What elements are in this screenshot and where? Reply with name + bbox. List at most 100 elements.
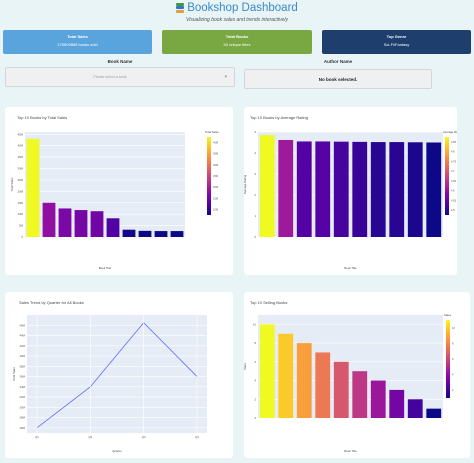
kpi-label: Total Sales	[67, 34, 88, 39]
kpi-value: Sci-Fi/Fantasy	[383, 42, 410, 47]
y-tick-label: 2	[254, 193, 256, 197]
colorbar	[446, 320, 450, 398]
page-title: Bookshop Dashboard	[187, 1, 298, 14]
colorbar-tick-label: 10	[452, 326, 455, 330]
y-axis-label: Average Rating	[244, 174, 247, 194]
y-tick-label: 40M	[20, 354, 26, 358]
y-axis-label: Sales	[244, 362, 247, 370]
bar	[352, 371, 368, 418]
chart-title: Top 10 Books by Total Sales	[17, 115, 67, 120]
bar	[333, 361, 349, 418]
bar	[58, 208, 72, 237]
colorbar-tick-label: 15M	[213, 196, 218, 200]
y-tick-label: 4	[254, 379, 256, 383]
colorbar-tick-label: 4.85	[451, 140, 457, 144]
y-tick-label: 44M	[20, 334, 26, 338]
kpi-value: 170509865 books sold	[57, 42, 98, 47]
bar	[259, 135, 275, 237]
y-tick-label: 10	[253, 322, 257, 326]
chart-card-sales-trend: Sales Trend by Quarter for All Books 26M 2…	[5, 292, 233, 458]
bar	[296, 343, 312, 418]
colorbar-tick-label: 4.75	[451, 159, 457, 163]
x-axis-label: Book Title	[344, 266, 357, 270]
y-tick-label: 8	[254, 341, 256, 345]
y-axis-label: Total Sales	[12, 367, 16, 381]
bar	[106, 218, 120, 237]
y-tick-label: 30M	[20, 405, 26, 409]
y-tick-label: 46M	[20, 323, 26, 327]
colorbar-tick-label: 4.8	[451, 150, 455, 154]
colorbar-tick-label: 40M	[213, 141, 218, 145]
x-tick-label: Q2	[88, 435, 92, 439]
plot-area	[27, 315, 207, 433]
y-tick-label: 0	[254, 235, 256, 239]
chart-card-top-selling: Top 10 Selling Books 0 2 4 6 8 10 Sales Book Tit…	[244, 292, 470, 458]
colorbar-tick-label: 25M	[213, 174, 218, 178]
colorbar-tick-label: 4.55	[451, 198, 457, 202]
author-display: No book selected.	[244, 69, 432, 89]
bar	[42, 202, 56, 237]
y-tick-label: 26M	[20, 426, 26, 430]
bar	[278, 139, 294, 237]
colorbar-tick-label: 4.5	[451, 208, 455, 212]
y-tick-label: 5	[254, 130, 256, 134]
colorbar	[207, 137, 211, 215]
y-tick-label: 35M	[18, 155, 24, 159]
colorbar-tick-label: 2	[452, 388, 454, 392]
chart-title: Top 10 Selling Books	[250, 300, 287, 305]
y-tick-label: 34M	[20, 385, 26, 389]
y-tick-label: 4	[254, 151, 256, 155]
colorbar-tick-label: 20M	[213, 185, 218, 189]
kpi-top-genre: Top Genre Sci-Fi/Fantasy	[322, 30, 471, 54]
bar	[122, 229, 136, 237]
bar	[74, 210, 88, 237]
y-tick-label: 45M	[18, 132, 24, 136]
y-tick-label: 15M	[18, 201, 24, 205]
book-select-placeholder: Please select a book	[93, 75, 127, 79]
colorbar-tick-label: 6	[452, 357, 454, 361]
book-select-dropdown[interactable]: Please select a book ▾	[5, 67, 235, 87]
bar	[370, 380, 386, 418]
colorbar-tick-label: 4.65	[451, 179, 457, 183]
kpi-label: Top Genre	[386, 34, 407, 39]
x-tick-label: Q4	[195, 435, 199, 439]
x-axis-label: Book Title	[99, 266, 112, 270]
dashboard-header: Bookshop Dashboard Visualizing book sale…	[0, 0, 474, 28]
colorbar	[445, 137, 449, 215]
bar	[370, 142, 386, 237]
bar	[333, 141, 349, 237]
chart-card-average-rating: Top 10 Books by Average Rating 0 1 2 3 4 5 Aver…	[244, 107, 457, 275]
x-tick-label: Q1	[35, 435, 39, 439]
chart-title: Sales Trend by Quarter for All Books	[19, 300, 84, 305]
x-tick-label: Q3	[142, 435, 146, 439]
colorbar-tick-label: 10M	[213, 207, 218, 211]
bar	[315, 141, 331, 237]
bar	[278, 333, 294, 418]
y-tick-label: 10M	[18, 212, 24, 216]
y-tick-label: 30M	[18, 167, 24, 171]
kpi-total-books: Total Books 50 unique titles	[162, 30, 312, 54]
chart-svg: Top 10 Books by Average Rating 0 1 2 3 4 5 Aver…	[244, 115, 457, 270]
bar	[315, 352, 331, 418]
series-line	[36, 322, 198, 429]
y-tick-label: 36M	[20, 375, 26, 379]
bar	[259, 324, 275, 418]
book-name-label: Book Name	[107, 59, 133, 64]
chart-title: Top 10 Books by Average Rating	[250, 115, 308, 120]
bar	[26, 138, 40, 237]
y-tick-label: 32M	[20, 395, 26, 399]
bar	[389, 389, 405, 418]
author-name-label: Author Name	[323, 59, 353, 64]
y-axis-label: Total Sales	[10, 177, 14, 191]
chevron-down-icon[interactable]: ▾	[224, 74, 227, 80]
bar	[296, 141, 312, 237]
y-tick-label: 28M	[20, 416, 26, 420]
chart-svg: Top 10 Selling Books 0 2 4 6 8 10 Sales Book Tit…	[244, 300, 455, 453]
y-tick-label: 20M	[18, 189, 24, 193]
bar	[138, 230, 152, 237]
bar	[90, 211, 104, 237]
y-tick-label: 0	[21, 235, 23, 239]
bar	[426, 142, 442, 237]
y-tick-label: 5M	[19, 224, 24, 228]
y-tick-label: 6	[254, 360, 256, 364]
